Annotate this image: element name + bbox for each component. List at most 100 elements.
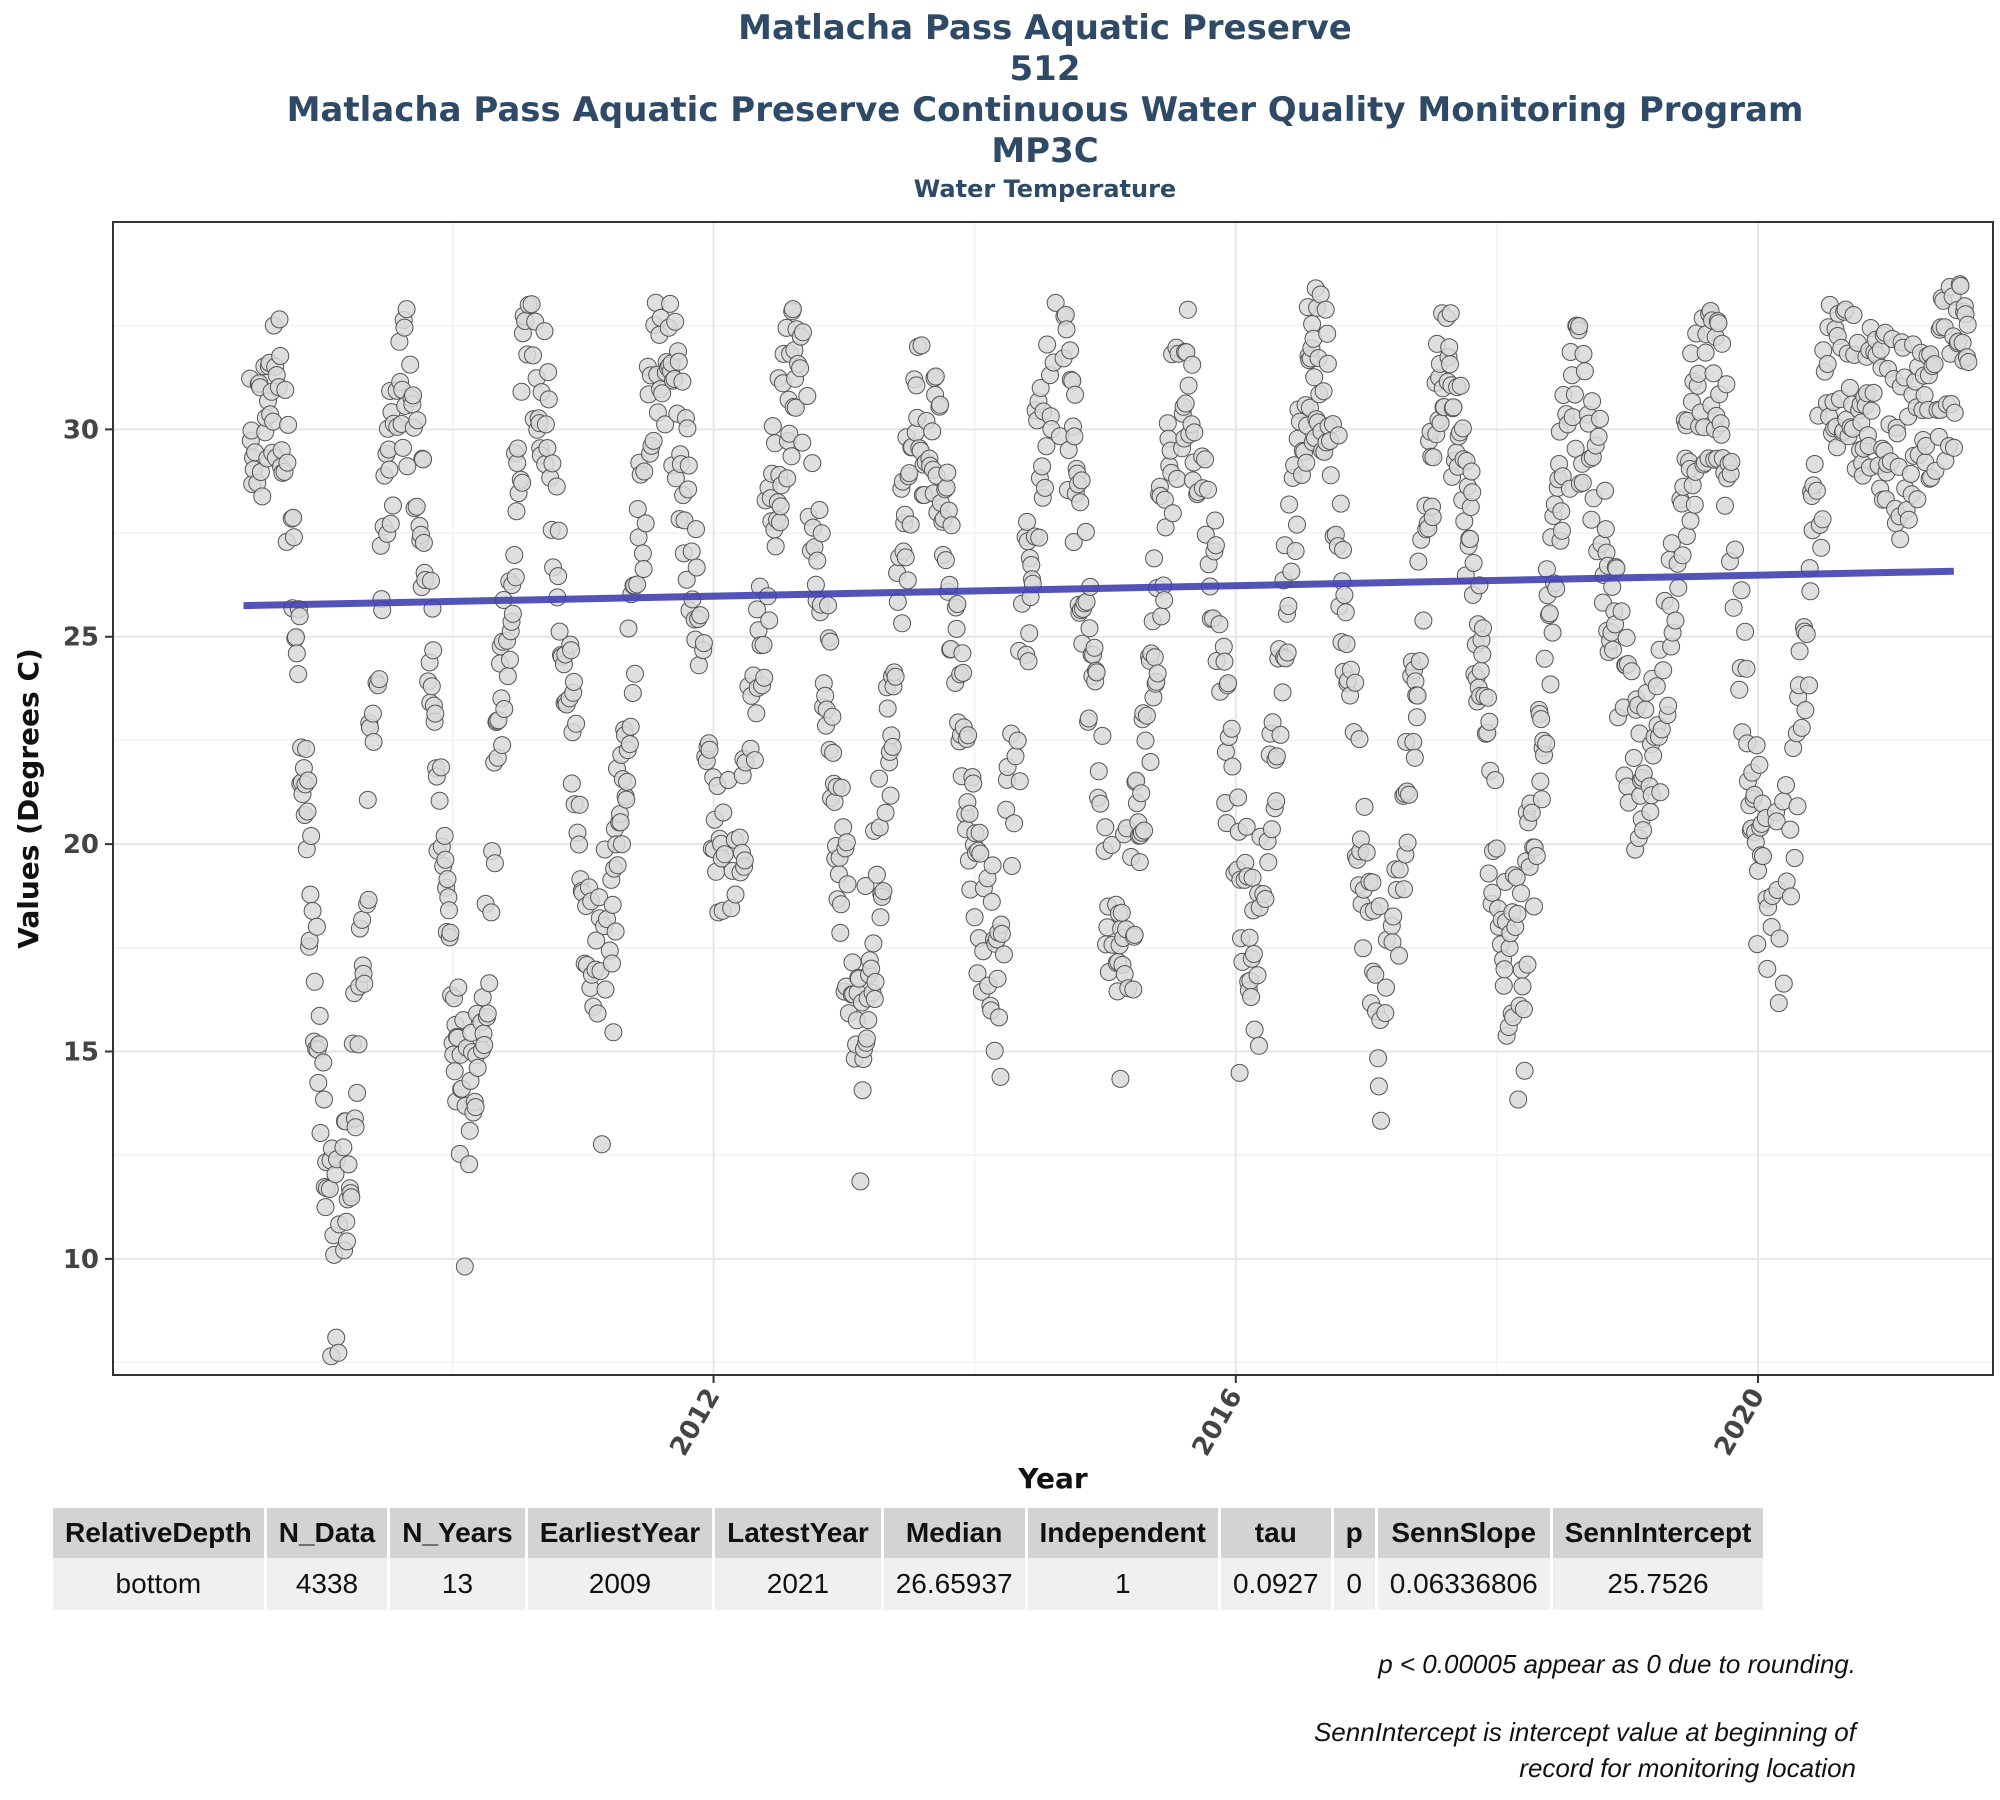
data-point xyxy=(606,922,625,941)
data-point xyxy=(1336,603,1355,622)
data-point xyxy=(859,1011,878,1030)
data-point xyxy=(592,1135,611,1154)
data-point xyxy=(1797,625,1816,643)
data-point xyxy=(1461,498,1480,517)
data-point xyxy=(896,548,915,567)
data-point xyxy=(342,1188,361,1207)
data-point xyxy=(782,447,801,466)
data-point xyxy=(968,964,987,983)
data-point xyxy=(954,663,973,682)
data-point xyxy=(1651,783,1670,802)
data-point xyxy=(1038,335,1057,354)
data-point xyxy=(1046,293,1065,312)
data-point xyxy=(460,1155,479,1174)
data-point xyxy=(1199,480,1217,499)
data-point xyxy=(1748,935,1767,954)
data-point xyxy=(1604,640,1622,659)
data-point xyxy=(1805,455,1824,473)
data-point xyxy=(414,533,433,552)
data-point xyxy=(745,751,764,770)
data-point xyxy=(965,908,984,927)
data-point xyxy=(398,457,417,476)
data-point xyxy=(960,804,979,823)
data-point xyxy=(936,551,955,570)
data-point xyxy=(327,1328,346,1347)
data-point xyxy=(562,641,581,660)
data-point xyxy=(1677,527,1696,545)
data-point xyxy=(1311,285,1330,304)
intercept-note-line2: record for monitoring location xyxy=(1519,1753,1856,1783)
data-point xyxy=(445,1062,464,1081)
data-point xyxy=(794,323,812,342)
data-point xyxy=(1390,946,1408,965)
data-point xyxy=(315,1090,333,1109)
data-point xyxy=(1636,700,1655,719)
data-point xyxy=(1647,677,1666,696)
data-point xyxy=(1071,493,1090,512)
statistics-data-row: bottom 4338 13 2009 2021 26.65937 1 0.0927 0 0.06… xyxy=(53,1558,1764,1610)
data-point xyxy=(669,352,688,371)
data-point xyxy=(881,786,900,805)
data-point xyxy=(603,954,621,973)
data-point xyxy=(562,774,581,793)
data-point xyxy=(1305,368,1324,387)
data-point xyxy=(1355,797,1374,816)
data-point xyxy=(508,439,527,458)
data-point xyxy=(666,312,685,331)
data-point xyxy=(1709,314,1728,333)
data-point xyxy=(883,737,902,756)
data-point xyxy=(661,294,680,313)
data-point xyxy=(1899,510,1918,529)
data-point xyxy=(900,464,919,483)
data-point xyxy=(1441,355,1459,374)
data-point xyxy=(1724,598,1743,617)
data-point xyxy=(1124,980,1143,999)
data-point xyxy=(1591,409,1609,428)
data-point xyxy=(1244,945,1263,963)
data-point xyxy=(1111,1069,1130,1088)
data-point xyxy=(309,1073,328,1092)
y-axis-label: Values (Degrees C) xyxy=(12,648,45,949)
data-point xyxy=(1543,623,1562,642)
data-point xyxy=(867,865,886,884)
chart-titles: Matlacha Pass Aquatic Preserve 512 Matla… xyxy=(0,8,2000,206)
data-point xyxy=(1487,839,1506,858)
data-point xyxy=(380,460,399,479)
data-point xyxy=(1112,903,1131,922)
data-point xyxy=(1644,746,1663,765)
data-point xyxy=(1801,582,1820,601)
table-cell: 0.06336806 xyxy=(1377,1558,1550,1610)
data-point xyxy=(653,384,672,403)
data-point xyxy=(715,845,734,864)
data-point xyxy=(1256,890,1275,908)
statistics-header-row: RelativeDepth N_Data N_Years EarliestYear La… xyxy=(53,1508,1764,1558)
data-point xyxy=(819,596,838,615)
data-point xyxy=(1901,464,1920,483)
chart-title-line4: MP3C xyxy=(991,131,1099,171)
data-point xyxy=(337,1212,356,1231)
table-cell: bottom xyxy=(53,1558,264,1610)
x-tick-label: 2012 xyxy=(664,1384,726,1462)
data-point xyxy=(1712,425,1731,444)
y-tick-label: 25 xyxy=(63,623,99,653)
data-point xyxy=(1141,753,1160,771)
data-point xyxy=(613,835,631,854)
data-point xyxy=(760,611,779,630)
data-point xyxy=(1669,578,1688,597)
data-point xyxy=(689,656,708,675)
data-point xyxy=(634,560,653,578)
data-point xyxy=(1624,749,1643,767)
chart-title-line2: 512 xyxy=(1009,49,1081,89)
data-point xyxy=(310,1006,329,1025)
data-point xyxy=(507,502,526,521)
data-point xyxy=(1206,536,1225,555)
data-point xyxy=(786,398,805,417)
data-point xyxy=(1494,976,1513,995)
data-point xyxy=(810,501,829,519)
data-point xyxy=(1243,868,1262,887)
data-point xyxy=(1474,619,1492,638)
data-point xyxy=(1781,820,1800,839)
data-point xyxy=(339,1155,358,1174)
data-point xyxy=(843,953,862,972)
data-point xyxy=(303,901,322,920)
